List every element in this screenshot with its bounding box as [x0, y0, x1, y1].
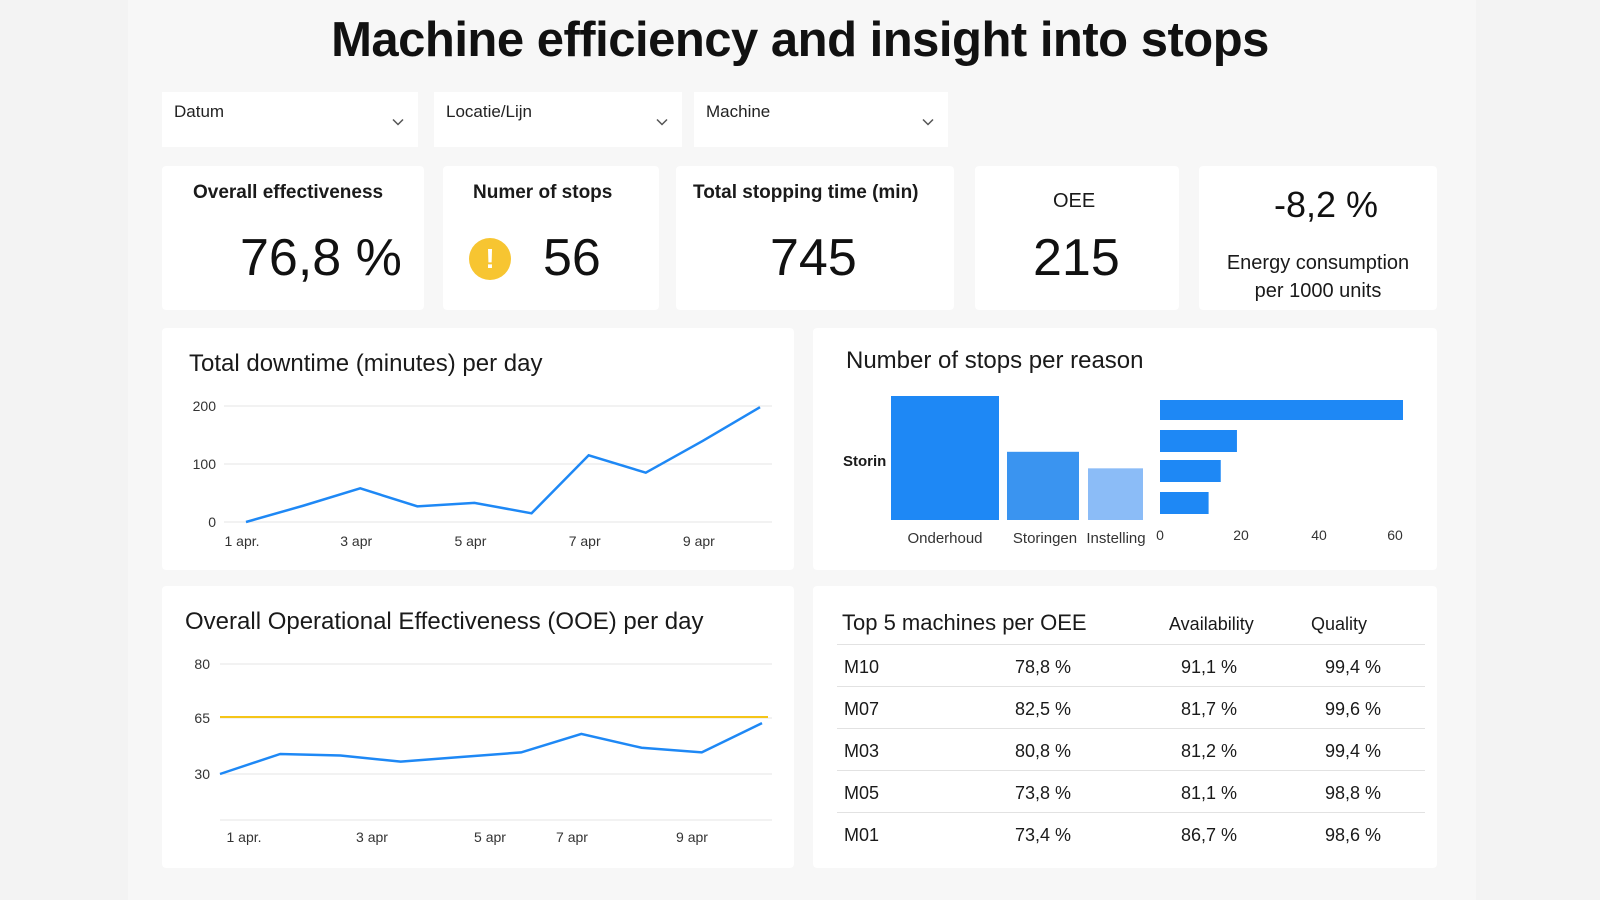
cell-quality: 99,4 %	[1325, 657, 1382, 677]
cell-oee: 73,4 %	[1015, 825, 1072, 845]
y-tick-label: 0	[208, 514, 216, 530]
bar-instelling	[1088, 468, 1143, 520]
kpi-oee: OEE 215	[975, 166, 1179, 310]
kpi-label-line2: per 1000 units	[1254, 280, 1382, 302]
category-label: Storingen	[1013, 530, 1077, 547]
x-tick-label: 1 apr.	[224, 533, 259, 549]
kpi-label: OEE	[1053, 190, 1096, 212]
location-filter-dropdown[interactable]: Locatie/Lijn	[434, 92, 682, 147]
table-row[interactable]: M10 78,8 % 91,1 % 99,4 %	[837, 644, 1425, 686]
table-row[interactable]: M01 73,4 % 86,7 % 98,6 %	[837, 812, 1425, 854]
y-tick-label: 80	[194, 656, 210, 672]
kpi-value: 56	[543, 229, 601, 287]
warning-badge-icon: !	[469, 238, 511, 280]
ooe-series-line	[219, 721, 763, 776]
cell-quality: 99,6 %	[1325, 699, 1382, 719]
kpi-value: 745	[770, 229, 857, 287]
cell-oee: 80,8 %	[1015, 741, 1072, 761]
kpi-total-stopping-time: Total stopping time (min) 745	[676, 166, 954, 310]
x-tick-label: 20	[1233, 527, 1249, 543]
y-tick-label: 30	[194, 766, 210, 782]
ooe-chart-card: Overall Operational Effectiveness (OOE) …	[162, 586, 794, 868]
chart-title: Total downtime (minutes) per day	[189, 350, 543, 377]
y-category-label: Storin	[843, 453, 887, 470]
chevron-down-icon	[656, 118, 668, 126]
downtime-line-chart: 200 100 0 1 apr. 3 apr 5 apr 7 apr 9 apr	[193, 398, 772, 549]
kpi-value: -8,2 %	[1274, 184, 1379, 225]
table-row[interactable]: M05 73,8 % 81,1 % 98,8 %	[837, 770, 1425, 812]
kpi-number-of-stops: Numer of stops ! 56	[443, 166, 659, 310]
downtime-chart-card: Total downtime (minutes) per day 200 100 0…	[162, 328, 794, 570]
horizontal-bar	[1160, 400, 1403, 420]
date-filter-dropdown[interactable]: Datum	[162, 92, 418, 147]
x-tick-label: 3 apr	[356, 829, 388, 845]
x-tick-label: 60	[1387, 527, 1403, 543]
cell-quality: 99,4 %	[1325, 741, 1382, 761]
kpi-label-line1: Energy consumption	[1226, 252, 1410, 274]
kpi-overall-effectiveness: Overall effectiveness 76,8 %	[162, 166, 424, 310]
cell-machine: M03	[844, 741, 880, 761]
y-tick-label: 200	[193, 398, 217, 414]
cell-quality: 98,6 %	[1325, 825, 1382, 845]
x-tick-label: 9 apr	[683, 533, 715, 549]
cell-oee: 82,5 %	[1015, 699, 1072, 719]
horizontal-bar	[1160, 430, 1237, 452]
date-filter-label: Datum	[174, 102, 225, 121]
table-row[interactable]: M07 82,5 % 81,7 % 99,6 %	[837, 686, 1425, 728]
cell-quality: 98,8 %	[1325, 783, 1382, 803]
table-row[interactable]: M03 80,8 % 81,2 % 99,4 %	[837, 728, 1425, 770]
cell-availability: 81,2 %	[1181, 741, 1238, 761]
chevron-down-icon	[392, 118, 404, 126]
kpi-value: 215	[1033, 229, 1120, 287]
cell-availability: 86,7 %	[1181, 825, 1238, 845]
horizontal-bar	[1160, 492, 1209, 514]
category-label: Onderhoud	[907, 530, 982, 547]
category-label: Instelling	[1086, 530, 1145, 547]
x-tick-label: 1 apr.	[226, 829, 261, 845]
x-tick-label: 5 apr	[474, 829, 506, 845]
stops-per-reason-card: Number of stops per reason Storin Onderh…	[813, 328, 1437, 570]
cell-oee: 78,8 %	[1015, 657, 1072, 677]
kpi-energy-consumption: -8,2 % Energy consumption per 1000 units	[1199, 166, 1437, 310]
kpi-label: Overall effectiveness	[193, 182, 384, 203]
machine-filter-label: Machine	[706, 102, 771, 121]
x-tick-label: 7 apr	[569, 533, 601, 549]
top5-table-card: Top 5 machines per OEE Availability Qual…	[813, 586, 1437, 868]
bar-storingen	[1007, 451, 1079, 520]
kpi-label: Numer of stops	[473, 182, 613, 203]
table-title: Top 5 machines per OEE	[842, 610, 1087, 635]
cell-availability: 81,7 %	[1181, 699, 1238, 719]
cell-machine: M05	[844, 783, 880, 803]
chart-title: Overall Operational Effectiveness (OOE) …	[185, 608, 704, 635]
cell-machine: M10	[844, 657, 880, 677]
ooe-line-chart: 80 65 30 1 apr. 3 apr 5 apr 7 apr 9 apr	[194, 656, 772, 845]
x-tick-label: 7 apr	[556, 829, 588, 845]
cell-availability: 91,1 %	[1181, 657, 1238, 677]
machine-filter-dropdown[interactable]: Machine	[694, 92, 948, 147]
column-header-availability: Availability	[1169, 614, 1254, 634]
kpi-value: 76,8 %	[240, 229, 402, 287]
y-tick-label: 100	[193, 456, 217, 472]
downtime-series-line	[245, 406, 761, 524]
cell-availability: 81,1 %	[1181, 783, 1238, 803]
chevron-down-icon	[922, 118, 934, 126]
x-tick-label: 0	[1156, 527, 1164, 543]
column-header-quality: Quality	[1311, 614, 1368, 634]
x-tick-label: 3 apr	[340, 533, 372, 549]
x-tick-label: 40	[1311, 527, 1327, 543]
location-filter-label: Locatie/Lijn	[446, 102, 533, 121]
x-tick-label: 9 apr	[676, 829, 708, 845]
y-tick-label: 65	[194, 710, 210, 726]
bar-onderhoud	[891, 396, 999, 520]
cell-oee: 73,8 %	[1015, 783, 1072, 803]
kpi-label: Total stopping time (min)	[693, 182, 919, 203]
cell-machine: M07	[844, 699, 880, 719]
horizontal-bar	[1160, 460, 1221, 482]
chart-title: Number of stops per reason	[846, 347, 1144, 374]
stops-bar-chart: Onderhoud Storingen Instelling 0 20 40 60	[891, 396, 1403, 547]
x-tick-label: 5 apr	[454, 533, 486, 549]
cell-machine: M01	[844, 825, 880, 845]
page-title: Machine efficiency and insight into stop…	[331, 13, 1269, 67]
